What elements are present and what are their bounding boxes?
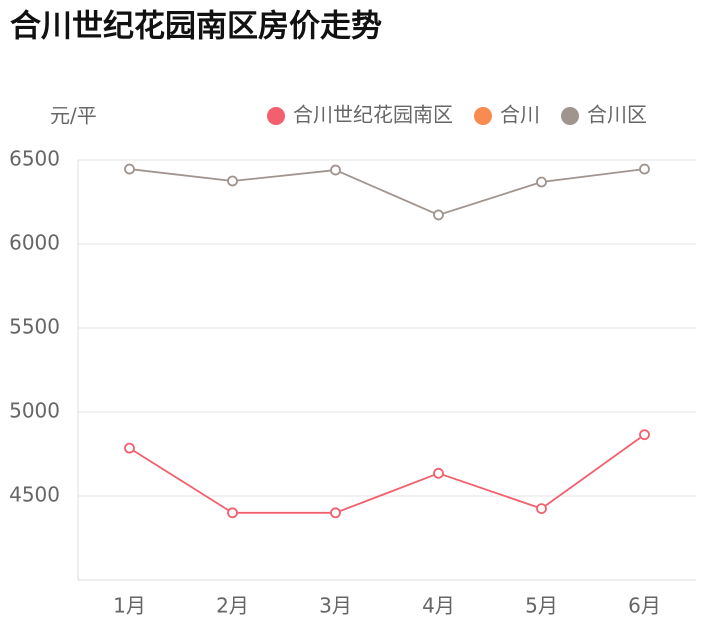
x-tick-label: 4月 xyxy=(422,594,455,618)
y-tick-label: 5500 xyxy=(9,315,60,339)
legend-marker xyxy=(561,107,579,125)
data-point xyxy=(433,209,444,221)
legend-label: 合川区 xyxy=(587,103,647,127)
data-point xyxy=(639,429,650,441)
y-axis-label: 元/平 xyxy=(50,104,97,128)
y-tick-label: 4500 xyxy=(9,483,60,507)
x-tick-label: 5月 xyxy=(525,594,558,618)
series-line xyxy=(129,433,646,514)
legend-label: 合川 xyxy=(500,103,540,127)
data-point xyxy=(639,163,650,175)
chart-title: 合川世纪花园南区房价走势 xyxy=(10,9,382,45)
y-tick-label: 6000 xyxy=(9,231,60,255)
legend-marker xyxy=(267,107,285,125)
data-point xyxy=(330,164,341,176)
data-point xyxy=(433,467,444,479)
x-tick-label: 1月 xyxy=(113,594,146,618)
data-point xyxy=(536,176,547,188)
legend-marker xyxy=(474,107,492,125)
data-point xyxy=(227,507,238,519)
data-point xyxy=(124,442,135,454)
x-tick-label: 6月 xyxy=(628,594,661,618)
y-tick-label: 5000 xyxy=(9,399,60,423)
x-tick-label: 2月 xyxy=(216,594,249,618)
data-point xyxy=(124,163,135,175)
data-point xyxy=(330,507,341,519)
y-tick-label: 6500 xyxy=(9,147,60,171)
series-line xyxy=(129,168,645,216)
data-point xyxy=(536,503,547,515)
x-tick-label: 3月 xyxy=(319,594,352,618)
legend-label: 合川世纪花园南区 xyxy=(293,103,453,127)
data-point xyxy=(227,175,238,187)
